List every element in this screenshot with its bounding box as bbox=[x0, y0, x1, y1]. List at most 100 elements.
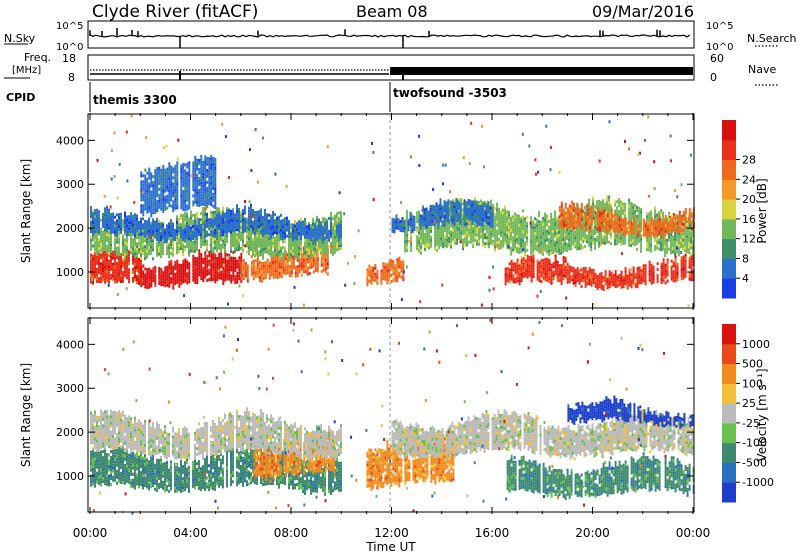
range-gate-cell bbox=[580, 276, 583, 280]
range-gate-cell bbox=[666, 241, 669, 245]
range-gate-cell bbox=[174, 275, 177, 279]
range-gate-cell bbox=[604, 211, 607, 215]
range-gate-cell bbox=[546, 232, 549, 236]
range-gate-cell bbox=[636, 208, 639, 212]
range-gate-cell bbox=[320, 263, 323, 267]
range-gate-cell bbox=[566, 219, 569, 222]
range-gate-cell bbox=[152, 270, 155, 274]
range-gate-cell bbox=[516, 279, 519, 283]
range-gate-cell bbox=[288, 239, 290, 243]
range-gate-cell bbox=[544, 272, 547, 276]
range-gate-cell bbox=[384, 274, 387, 278]
range-gate-cell bbox=[214, 243, 216, 247]
range-gate-cell bbox=[184, 258, 187, 262]
range-gate-cell bbox=[274, 263, 277, 267]
range-gate-cell bbox=[108, 252, 110, 256]
range-gate-cell bbox=[500, 225, 503, 229]
range-gate-cell bbox=[576, 276, 579, 280]
range-gate-cell bbox=[476, 224, 479, 228]
range-gate-cell bbox=[550, 272, 553, 276]
range-gate-cell bbox=[288, 274, 291, 277]
range-gate-cell bbox=[674, 234, 677, 238]
range-gate-cell bbox=[674, 216, 677, 220]
range-gate-cell bbox=[550, 251, 553, 255]
range-gate-cell bbox=[478, 243, 481, 246]
range-gate-cell bbox=[642, 233, 645, 237]
range-gate-cell bbox=[246, 270, 249, 274]
range-gate-cell bbox=[476, 227, 479, 231]
range-gate-cell bbox=[514, 215, 517, 219]
range-gate-cell bbox=[606, 286, 609, 290]
range-gate-cell bbox=[556, 220, 559, 224]
range-gate-cell bbox=[260, 249, 262, 253]
range-gate-cell bbox=[614, 242, 617, 246]
range-gate-cell bbox=[620, 203, 623, 207]
range-gate-cell bbox=[418, 225, 421, 229]
range-gate-cell bbox=[426, 230, 429, 234]
range-gate-cell bbox=[182, 244, 184, 248]
range-gate-cell bbox=[508, 213, 511, 217]
range-gate-cell bbox=[672, 270, 675, 274]
range-gate-cell bbox=[438, 239, 441, 243]
range-gate-cell bbox=[178, 275, 181, 279]
range-gate-cell bbox=[284, 249, 286, 253]
range-gate-cell bbox=[294, 268, 297, 272]
range-gate-cell bbox=[468, 231, 471, 235]
range-gate-cell bbox=[504, 276, 507, 280]
range-gate-cell bbox=[398, 256, 401, 260]
range-gate-cell bbox=[218, 276, 221, 280]
range-gate-cell bbox=[648, 278, 651, 282]
range-gate-cell bbox=[560, 233, 563, 237]
range-gate-cell bbox=[164, 272, 167, 276]
range-gate-cell bbox=[596, 200, 599, 204]
range-gate-cell bbox=[416, 229, 419, 233]
range-gate-cell bbox=[108, 234, 110, 238]
range-gate-cell bbox=[138, 242, 140, 246]
range-gate-cell bbox=[250, 242, 252, 245]
range-gate-cell bbox=[618, 221, 621, 224]
range-gate-cell bbox=[510, 240, 513, 244]
range-gate-cell bbox=[562, 256, 565, 260]
range-gate-cell bbox=[196, 238, 198, 242]
range-gate-cell bbox=[134, 255, 136, 259]
range-gate-cell bbox=[114, 241, 116, 245]
range-gate-cell bbox=[680, 242, 683, 245]
range-gate-cell bbox=[462, 223, 465, 227]
range-gate-cell bbox=[642, 224, 645, 228]
range-gate-cell bbox=[210, 213, 212, 217]
range-gate-cell bbox=[524, 259, 527, 263]
range-gate-cell bbox=[216, 210, 218, 214]
range-gate-cell bbox=[508, 231, 511, 235]
range-gate-cell bbox=[610, 274, 613, 278]
range-gate-cell bbox=[276, 244, 278, 248]
range-gate-cell bbox=[452, 198, 455, 202]
range-gate-cell bbox=[116, 265, 118, 269]
range-gate-cell bbox=[220, 211, 222, 214]
range-gate-cell bbox=[560, 213, 563, 217]
range-gate-cell bbox=[158, 249, 160, 253]
range-gate-cell bbox=[292, 252, 294, 256]
range-gate-cell bbox=[450, 203, 453, 207]
range-gate-cell bbox=[288, 257, 290, 261]
range-gate-cell bbox=[676, 238, 679, 242]
range-gate-cell bbox=[308, 272, 311, 276]
range-gate-cell bbox=[216, 263, 219, 266]
range-gate-cell bbox=[256, 266, 259, 270]
range-gate-cell bbox=[450, 206, 453, 210]
range-gate-cell bbox=[688, 262, 691, 266]
range-gate-cell bbox=[158, 276, 161, 279]
range-gate-cell bbox=[148, 237, 150, 241]
range-gate-cell bbox=[462, 241, 465, 245]
range-gate-cell bbox=[604, 227, 607, 231]
range-gate-cell bbox=[568, 244, 571, 248]
range-gate-cell bbox=[606, 234, 609, 238]
range-gate-cell bbox=[194, 274, 197, 278]
range-gate-cell bbox=[642, 279, 645, 283]
range-gate-cell bbox=[596, 212, 599, 216]
range-gate-cell bbox=[638, 206, 641, 210]
range-gate-cell bbox=[604, 235, 607, 239]
range-gate-cell bbox=[676, 263, 679, 266]
range-gate-cell bbox=[164, 281, 167, 285]
range-gate-cell bbox=[638, 221, 641, 225]
range-gate-cell bbox=[500, 240, 503, 244]
